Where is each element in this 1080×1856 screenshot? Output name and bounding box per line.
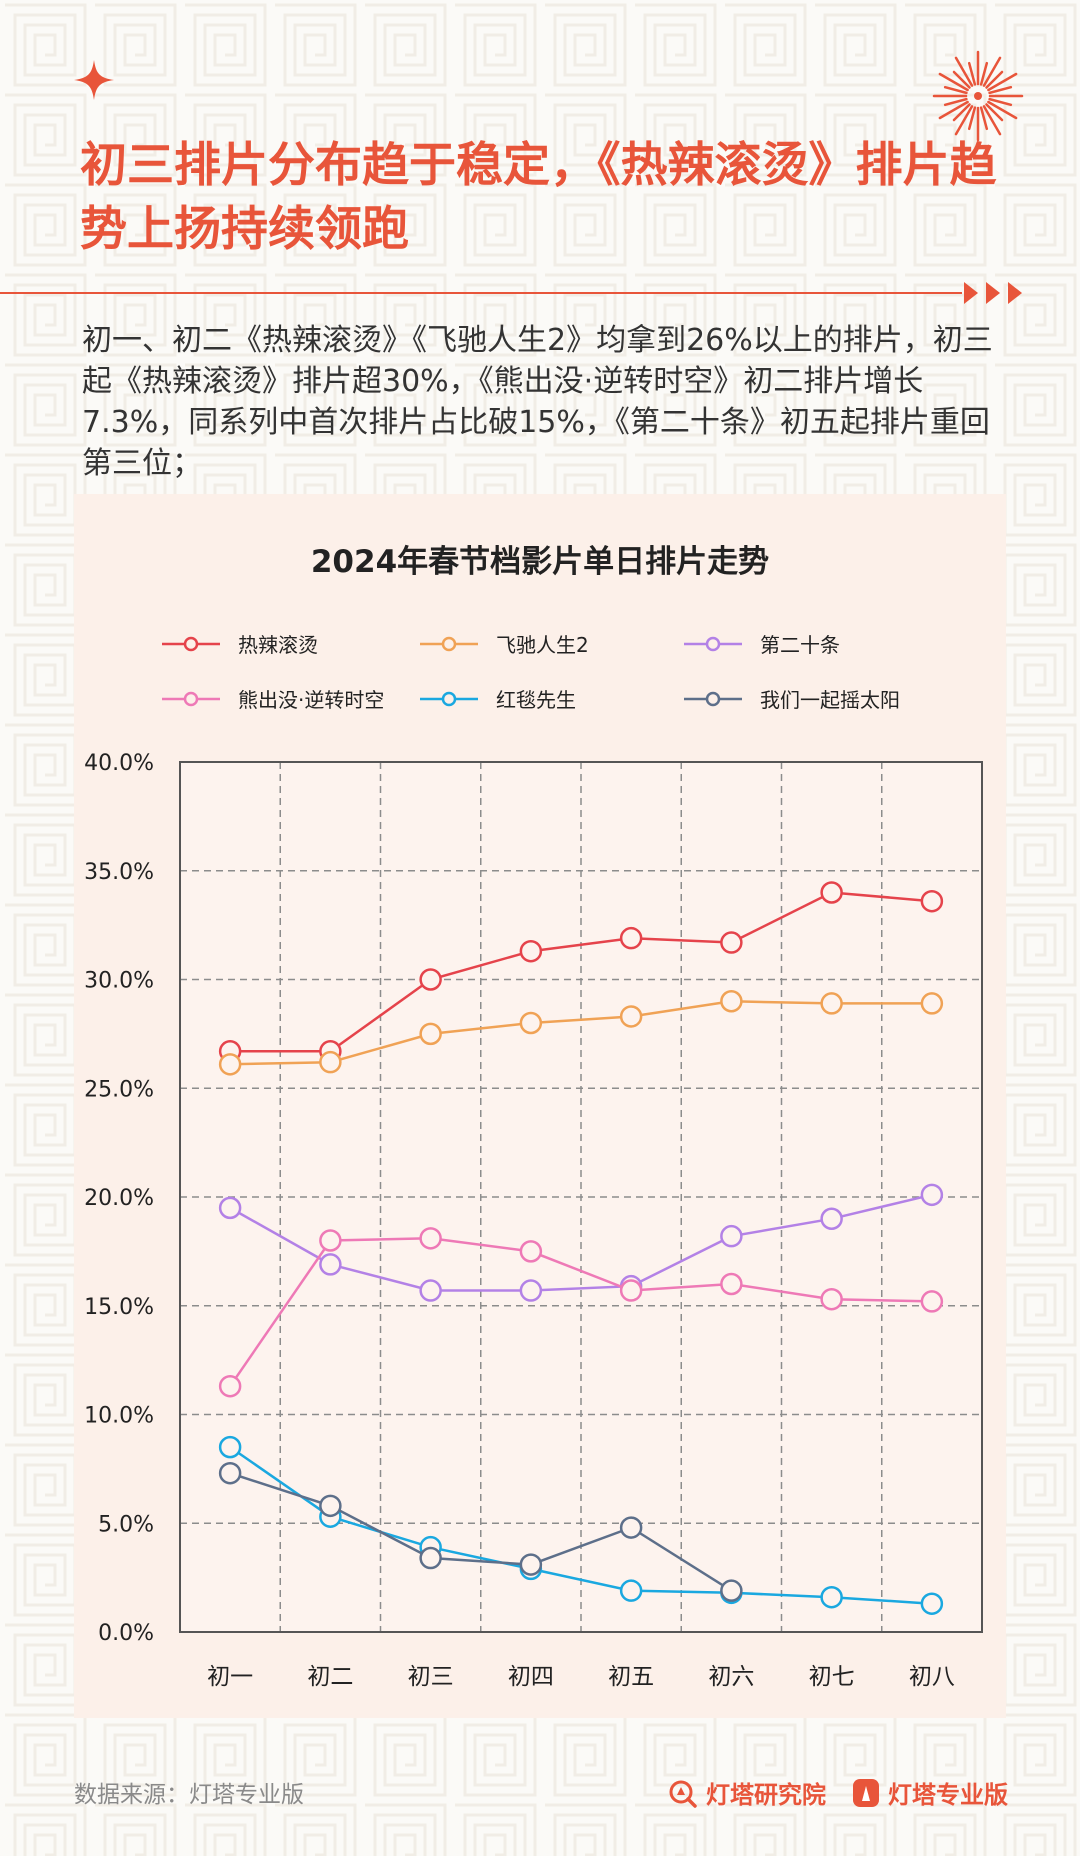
data-point [218, 1053, 242, 1076]
x-tick-label: 初一 [207, 1664, 253, 1690]
y-tick-label: 0.0% [98, 1621, 154, 1646]
data-point [619, 1279, 643, 1302]
data-point [820, 1585, 843, 1609]
x-tick-label: 初五 [608, 1664, 654, 1690]
data-point [419, 1279, 442, 1302]
y-tick-label: 15.0% [84, 1295, 154, 1320]
legend-label: 第二十条 [760, 633, 840, 657]
data-point [319, 1050, 342, 1074]
series-line [230, 1000, 932, 1066]
data-point [319, 1253, 342, 1276]
headline: 初三排片分布趋于稳定，《热辣滚烫》排片趋势上扬持续领跑 [80, 138, 997, 257]
data-point [419, 968, 442, 991]
data-point [619, 1516, 643, 1539]
legend-label: 红毯先生 [496, 688, 576, 712]
y-tick-label: 10.0% [84, 1404, 154, 1429]
data-point [720, 990, 743, 1013]
chart-title: 2024年春节档影片单日排片走势 [310, 544, 770, 580]
series-line [230, 891, 933, 1053]
y-tick-label: 35.0% [84, 860, 154, 885]
data-point [920, 1183, 944, 1207]
data-point [519, 1011, 543, 1035]
data-point [820, 1287, 843, 1311]
data-point [619, 1005, 643, 1028]
data-point [920, 1290, 944, 1313]
x-tick-label: 初三 [408, 1664, 454, 1690]
data-point [519, 1279, 543, 1302]
legend-marker [441, 636, 457, 652]
x-tick-label: 初二 [307, 1664, 353, 1690]
sparkle-icon [74, 60, 114, 100]
legend-marker [441, 691, 457, 707]
data-point [619, 926, 643, 950]
brand-lighthouse-pro: 灯塔专业版 [852, 1775, 1008, 1810]
data-point [218, 1461, 242, 1485]
data-point [319, 1229, 342, 1252]
series-line [229, 1472, 733, 1592]
legend-label: 熊出没·逆转时空 [238, 688, 384, 712]
y-tick-label: 5.0% [98, 1512, 154, 1537]
data-point [920, 889, 944, 913]
data-point [419, 1546, 442, 1570]
data-point [619, 1579, 643, 1602]
legend-marker [183, 691, 199, 707]
legend-marker [705, 636, 721, 652]
data-point [720, 931, 743, 954]
data-point [218, 1374, 242, 1398]
legend-label: 飞驰人生2 [496, 633, 589, 657]
data-point [519, 1553, 543, 1576]
lighthouse-institute-logo-icon [669, 1780, 697, 1808]
y-tick-label: 20.0% [84, 1186, 154, 1211]
x-tick-label: 初六 [708, 1664, 754, 1690]
data-point [920, 1592, 944, 1615]
x-tick-label: 初七 [809, 1664, 855, 1690]
legend-label: 热辣滚烫 [238, 633, 318, 657]
data-point [820, 992, 843, 1015]
data-point [920, 992, 944, 1015]
data-point [720, 1272, 743, 1296]
data-point [218, 1196, 242, 1220]
data-point [820, 1207, 843, 1230]
data-point [720, 1224, 743, 1248]
legend-label: 我们一起摇太阳 [760, 688, 900, 712]
data-point [419, 1227, 442, 1250]
data-point [218, 1435, 242, 1459]
data-source: 数据来源：灯塔专业版 [74, 1782, 304, 1808]
data-point [820, 881, 843, 904]
y-tick-label: 25.0% [84, 1077, 154, 1102]
plot-frame [179, 761, 983, 1633]
series-line [229, 1237, 932, 1387]
data-point [519, 1240, 543, 1263]
divider-line [0, 292, 962, 294]
series-line [229, 1446, 932, 1605]
y-tick-label: 40.0% [84, 751, 154, 776]
series-line [229, 1193, 933, 1292]
data-point [720, 1579, 743, 1602]
lighthouse-pro-logo-icon [853, 1778, 879, 1807]
legend-marker [705, 691, 721, 707]
triple-arrow-icon [964, 282, 1022, 304]
data-point [419, 1022, 442, 1046]
firework-icon [932, 50, 1024, 142]
intro-paragraph: 初一、初二《热辣滚烫》《飞驰人生2》均拿到26%以上的排片，初三起《热辣滚烫》排… [82, 323, 993, 481]
legend-marker [183, 636, 199, 652]
data-point [519, 939, 543, 963]
brand-lighthouse-institute: 灯塔研究院 [668, 1775, 826, 1810]
data-point [319, 1494, 342, 1518]
x-tick-label: 初四 [508, 1664, 554, 1690]
x-tick-label: 初八 [909, 1664, 955, 1690]
y-tick-label: 30.0% [84, 969, 154, 994]
